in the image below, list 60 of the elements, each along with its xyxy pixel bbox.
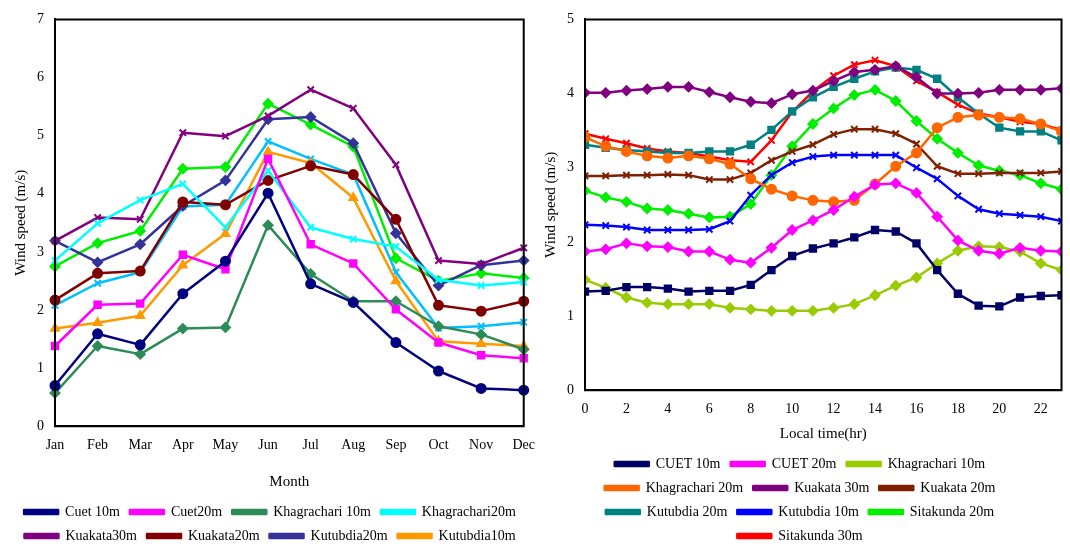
legend-label: CUET 10m <box>655 455 721 471</box>
x-tick-label: Jan <box>45 437 65 453</box>
x-axis-title: Local time(hr) <box>779 424 867 442</box>
y-tick-label: 2 <box>567 233 574 249</box>
legend-label: Khagrachari20m <box>421 503 517 519</box>
legend-label: Kutubdia 20m <box>646 503 728 519</box>
y-tick-label: 3 <box>37 243 44 259</box>
x-tick-label: 8 <box>747 401 755 417</box>
legend-label: Khagrachari 10m <box>273 503 371 519</box>
legend-label: CUET 20m <box>771 455 837 471</box>
legend-label: Sitakunda 20m <box>909 503 995 519</box>
legend-label: Kutubdia10m <box>438 527 516 543</box>
y-tick-label: 0 <box>37 417 44 433</box>
y-tick-label: 1 <box>567 307 574 323</box>
x-tick-label: 10 <box>785 401 800 417</box>
legend-label: Khagrachari 20m <box>645 479 744 495</box>
legend-label: Kuakata 30m <box>794 479 870 495</box>
x-tick-label: Feb <box>87 437 109 453</box>
x-tick-label: May <box>212 437 239 453</box>
legend-label: Kutubdia20m <box>310 527 388 543</box>
x-tick-label: Dec <box>512 437 535 453</box>
x-tick-label: 0 <box>581 401 589 417</box>
y-axis-title: Wind speed (m/s) <box>11 169 29 276</box>
x-tick-label: 18 <box>950 401 965 417</box>
x-tick-label: Mar <box>128 437 153 453</box>
x-tick-label: 12 <box>826 401 841 417</box>
y-tick-label: 5 <box>37 127 44 143</box>
legend-label: Kuakata30m <box>65 527 138 543</box>
legend-label: Kutubdia 10m <box>778 503 859 519</box>
y-tick-label: 0 <box>567 381 574 397</box>
y-tick-label: 5 <box>567 11 574 27</box>
x-tick-label: 4 <box>664 401 672 417</box>
y-tick-label: 6 <box>37 69 44 85</box>
x-tick-label: Oct <box>428 437 449 453</box>
y-tick-label: 7 <box>37 11 44 27</box>
legend-label: Kuakata20m <box>188 527 260 543</box>
x-tick-label: 22 <box>1033 401 1048 417</box>
legend-label: Sitakunda 30m <box>778 527 863 543</box>
y-tick-label: 2 <box>37 301 44 317</box>
x-tick-label: 14 <box>868 401 883 417</box>
y-tick-label: 1 <box>37 359 44 375</box>
y-tick-label: 4 <box>37 185 44 201</box>
x-tick-label: 2 <box>622 401 630 417</box>
legend-label: Khagrachari 10m <box>887 455 986 471</box>
legend-label: Kuakata 20m <box>920 479 996 495</box>
x-axis-title: Month <box>269 472 310 489</box>
x-tick-label: Aug <box>341 437 366 453</box>
y-tick-label: 4 <box>567 85 574 101</box>
x-tick-label: Nov <box>469 437 494 453</box>
x-tick-label: 16 <box>909 401 924 417</box>
x-tick-label: Apr <box>171 437 195 453</box>
x-tick-label: 6 <box>705 401 713 417</box>
x-tick-label: 20 <box>992 401 1007 417</box>
x-tick-label: Jul <box>302 437 319 453</box>
legend-label: Cuet20m <box>170 503 223 519</box>
legend-label: Cuet 10m <box>65 503 121 519</box>
x-tick-label: Sep <box>385 437 407 453</box>
y-axis-title: Wind speed (m/s) <box>541 151 559 258</box>
x-tick-label: Jun <box>258 437 278 453</box>
y-tick-label: 3 <box>567 159 574 175</box>
